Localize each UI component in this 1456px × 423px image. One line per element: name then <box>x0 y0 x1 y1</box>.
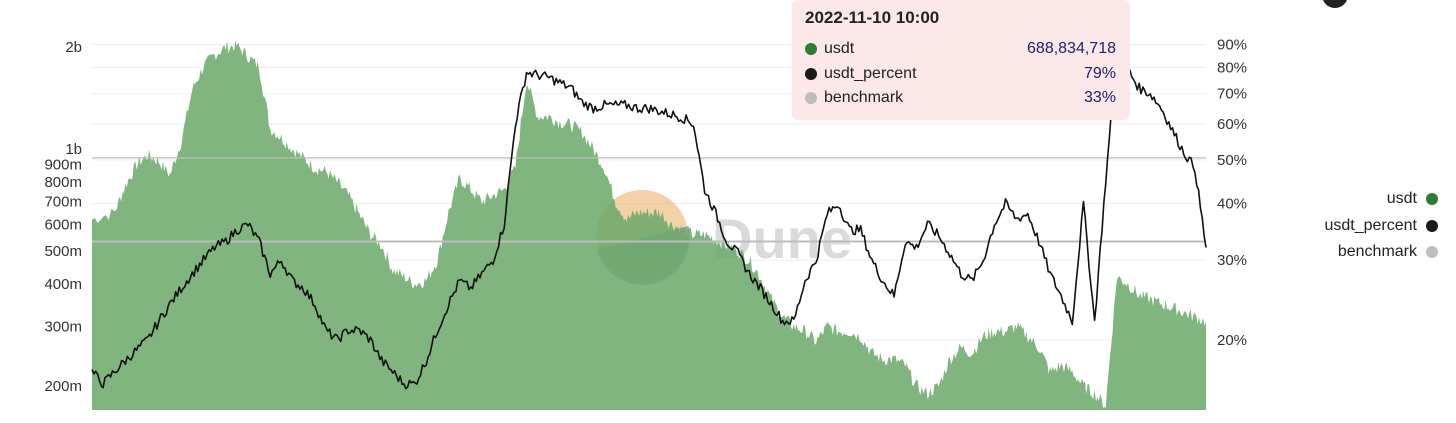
tooltip-dot-benchmark <box>805 92 817 105</box>
left-tick-label: 500m <box>44 243 82 260</box>
left-tick-label: 900m <box>44 157 82 174</box>
legend-dot-usdt <box>1426 193 1438 206</box>
tooltip-dot-usdt-percent <box>805 67 817 80</box>
right-tick-label: 70% <box>1217 86 1247 103</box>
left-tick-label: 400m <box>44 276 82 293</box>
legend-item-usdt[interactable]: usdt <box>1324 186 1438 213</box>
right-tick-label: 80% <box>1217 59 1247 76</box>
tooltip-value: 79% <box>1083 64 1116 82</box>
usdt-percent-line <box>91 48 1207 390</box>
tooltip-name: usdt <box>824 40 855 58</box>
legend-item-usdt-percent[interactable]: usdt_percent <box>1324 213 1438 240</box>
right-tick-label: 20% <box>1217 332 1247 349</box>
right-tick-label: 60% <box>1217 116 1247 133</box>
tooltip-name: benchmark <box>824 89 904 107</box>
right-axis-ticks: 90% 80% 70% 60% 50% 40% 30% 20% <box>1217 36 1247 349</box>
left-tick-label: 200m <box>44 378 82 395</box>
tooltip-value: 33% <box>1083 89 1116 107</box>
tooltip-row-usdt: usdt 688,834,718 <box>805 37 1116 62</box>
left-tick-label: 2b <box>65 39 82 56</box>
tooltip-row-usdt-percent: usdt_percent 79% <box>805 62 1116 87</box>
legend-dot-benchmark <box>1426 246 1438 259</box>
tooltip: 2022-11-10 10:00 usdt 688,834,718 usdt_p… <box>792 0 1130 120</box>
left-tick-label: 300m <box>44 318 82 335</box>
usdt-area <box>92 40 1206 410</box>
tooltip-dot-usdt <box>805 43 817 56</box>
usdt-area-layer <box>92 40 1206 410</box>
right-tick-label: 30% <box>1217 252 1247 269</box>
left-tick-label: 600m <box>44 216 82 233</box>
legend: usdt usdt_percent benchmark <box>1324 186 1438 266</box>
right-tick-label: 50% <box>1217 152 1247 169</box>
tooltip-row-benchmark: benchmark 33% <box>805 86 1116 111</box>
left-tick-label: 700m <box>44 194 82 211</box>
legend-label: benchmark <box>1337 243 1417 261</box>
tooltip-title: 2022-11-10 10:00 <box>805 8 940 27</box>
legend-label: usdt <box>1386 190 1417 208</box>
legend-item-benchmark[interactable]: benchmark <box>1324 239 1438 266</box>
tooltip-value: 688,834,718 <box>1027 40 1116 58</box>
avatar[interactable] <box>1322 0 1348 8</box>
tooltip-name: usdt_percent <box>824 64 917 82</box>
right-tick-label: 90% <box>1217 36 1247 53</box>
right-tick-label: 40% <box>1217 196 1247 213</box>
left-tick-label: 1b <box>65 141 82 158</box>
legend-dot-usdt-percent <box>1426 219 1438 232</box>
reference-lines <box>92 157 1206 243</box>
usdt-percent-line-layer <box>91 48 1207 390</box>
left-tick-label: 800m <box>44 174 82 191</box>
legend-label: usdt_percent <box>1324 216 1417 234</box>
